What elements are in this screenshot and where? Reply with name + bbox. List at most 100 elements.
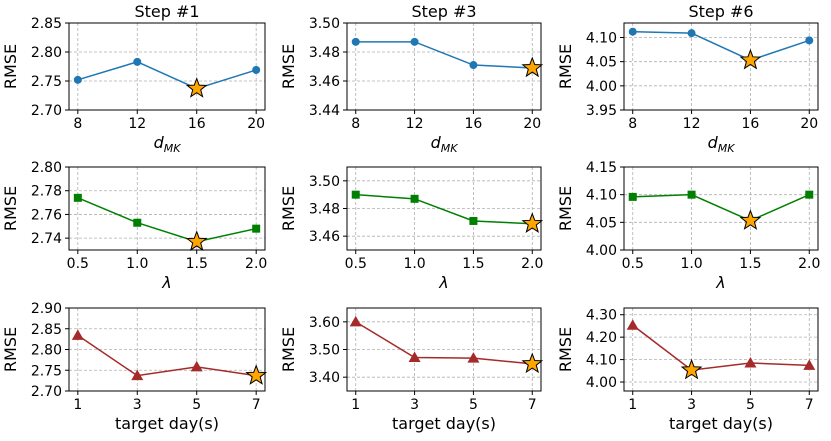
data-point-3 xyxy=(805,36,814,45)
data-point-3 xyxy=(803,359,816,370)
x-axis-label: λ xyxy=(161,273,171,292)
y-tick-label-3: 3.50 xyxy=(309,16,340,32)
data-point-1 xyxy=(687,190,696,199)
best-point-star xyxy=(680,358,703,380)
y-axis-label: RMSE xyxy=(1,327,20,372)
y-tick-label-1: 2.76 xyxy=(31,207,62,223)
x-tick-label-0: 8 xyxy=(73,116,82,132)
x-axis-label: target day(s) xyxy=(115,414,219,433)
x-tick-label-3: 7 xyxy=(252,397,261,413)
series-line xyxy=(632,193,810,222)
panel-4: 0.5 1.0 1.5 2.0 2.74 2.76 2.78 2.80 RMSE λ xyxy=(1,160,267,292)
y-tick-label-3: 4.10 xyxy=(586,31,617,47)
axes-frame xyxy=(68,22,266,111)
x-axis-label: dMK xyxy=(154,133,182,155)
y-tick-label-0: 3.95 xyxy=(586,103,617,119)
best-point-star xyxy=(739,48,762,70)
y-axis-label: RMSE xyxy=(556,186,575,231)
y-tick-label-3: 4.15 xyxy=(586,160,617,176)
x-axis-label: λ xyxy=(438,273,448,292)
x-tick-label-1: 1.0 xyxy=(680,256,702,272)
panel-6: 0.5 1.0 1.5 2.0 4.00 4.05 4.10 4.15 RMSE λ xyxy=(556,160,820,292)
data-point-1 xyxy=(687,29,696,38)
x-tick-label-0: 8 xyxy=(628,116,637,132)
y-tick-label-0: 3.44 xyxy=(309,103,340,119)
y-axis-label: RMSE xyxy=(279,186,298,231)
series-line xyxy=(355,321,533,365)
data-point-0 xyxy=(628,27,637,36)
y-tick-label-1: 4.00 xyxy=(586,79,617,95)
y-tick-label-1: 3.50 xyxy=(309,343,340,359)
y-tick-label-3: 2.80 xyxy=(31,160,62,176)
data-point-1 xyxy=(131,369,144,381)
x-tick-label-3: 2.0 xyxy=(245,256,267,272)
y-tick-label-2: 4.05 xyxy=(586,55,617,71)
panel-7: 1 3 5 7 2.70 2.75 2.80 2.85 2.90 RMSE target day(s… xyxy=(1,301,268,433)
panel-5: 0.5 1.0 1.5 2.0 3.46 3.48 3.50 RMSE λ xyxy=(279,166,543,292)
x-tick-label-3: 7 xyxy=(528,397,537,413)
x-tick-label-2: 16 xyxy=(465,116,483,132)
series-line xyxy=(77,61,257,90)
axes-frame xyxy=(346,307,542,392)
y-tick-label-1: 4.10 xyxy=(586,353,617,369)
best-point-star xyxy=(521,56,544,78)
axes-frame xyxy=(623,22,819,111)
x-axis-label: target day(s) xyxy=(669,414,773,433)
x-axis-label: target day(s) xyxy=(392,414,496,433)
data-point-0 xyxy=(626,319,639,330)
series-line xyxy=(77,197,257,243)
best-point-star xyxy=(739,209,762,230)
axes-frame xyxy=(68,307,266,392)
x-tick-label-1: 3 xyxy=(410,397,419,413)
data-point-3 xyxy=(252,65,261,74)
y-tick-label-0: 2.70 xyxy=(31,384,62,400)
panel-2: 8 12 16 20 3.44 3.46 3.48 3.50 Step #3 RMSE dMK xyxy=(279,2,544,155)
x-tick-label-3: 20 xyxy=(247,116,265,132)
x-tick-label-3: 20 xyxy=(523,116,541,132)
y-tick-label-2: 3.50 xyxy=(309,174,340,190)
y-tick-label-0: 4.00 xyxy=(586,375,617,391)
best-point-star xyxy=(521,352,544,374)
series-line xyxy=(77,334,257,377)
y-tick-label-2: 2.80 xyxy=(31,45,62,61)
y-tick-label-1: 3.46 xyxy=(309,74,340,90)
data-point-2 xyxy=(744,356,757,368)
y-tick-label-4: 2.90 xyxy=(31,301,62,317)
best-point-star xyxy=(185,230,208,251)
panel-3: 8 12 16 20 3.95 4.00 4.05 4.10 Step #6 RMSE dMK xyxy=(556,2,819,155)
x-axis-label: dMK xyxy=(431,133,459,155)
chart-title: Step #3 xyxy=(411,2,476,21)
y-tick-label-2: 2.80 xyxy=(31,343,62,359)
y-tick-label-2: 4.20 xyxy=(586,330,617,346)
x-tick-label-2: 1.5 xyxy=(739,256,761,272)
x-tick-label-2: 1.5 xyxy=(186,256,208,272)
x-tick-label-1: 3 xyxy=(133,397,142,413)
y-tick-label-2: 3.48 xyxy=(309,45,340,61)
data-point-2 xyxy=(190,360,203,372)
y-tick-label-3: 4.30 xyxy=(586,308,617,324)
x-tick-label-1: 1.0 xyxy=(403,256,425,272)
y-tick-label-0: 3.40 xyxy=(309,370,340,386)
x-tick-label-0: 0.5 xyxy=(345,256,367,272)
x-tick-label-1: 1.0 xyxy=(126,256,148,272)
x-tick-label-0: 1 xyxy=(73,397,82,413)
data-point-2 xyxy=(469,216,478,225)
x-axis-label: dMK xyxy=(708,133,736,155)
x-tick-label-2: 5 xyxy=(469,397,478,413)
y-tick-label-1: 2.75 xyxy=(31,363,62,379)
y-tick-label-1: 4.05 xyxy=(586,215,617,231)
x-tick-label-0: 0.5 xyxy=(622,256,644,272)
x-tick-label-2: 1.5 xyxy=(462,256,484,272)
series-line xyxy=(632,324,810,371)
panel-8: 1 3 5 7 3.40 3.50 3.60 RMSE target day(s) xyxy=(279,307,544,433)
data-point-0 xyxy=(628,192,637,201)
x-tick-label-3: 2.0 xyxy=(798,256,820,272)
data-point-3 xyxy=(252,224,261,233)
series-line xyxy=(355,41,533,69)
x-tick-label-2: 5 xyxy=(192,397,201,413)
x-tick-label-3: 20 xyxy=(800,116,818,132)
y-tick-label-2: 2.78 xyxy=(31,184,62,200)
data-point-0 xyxy=(73,193,82,202)
x-axis-label: λ xyxy=(715,273,725,292)
x-tick-label-1: 3 xyxy=(687,397,696,413)
